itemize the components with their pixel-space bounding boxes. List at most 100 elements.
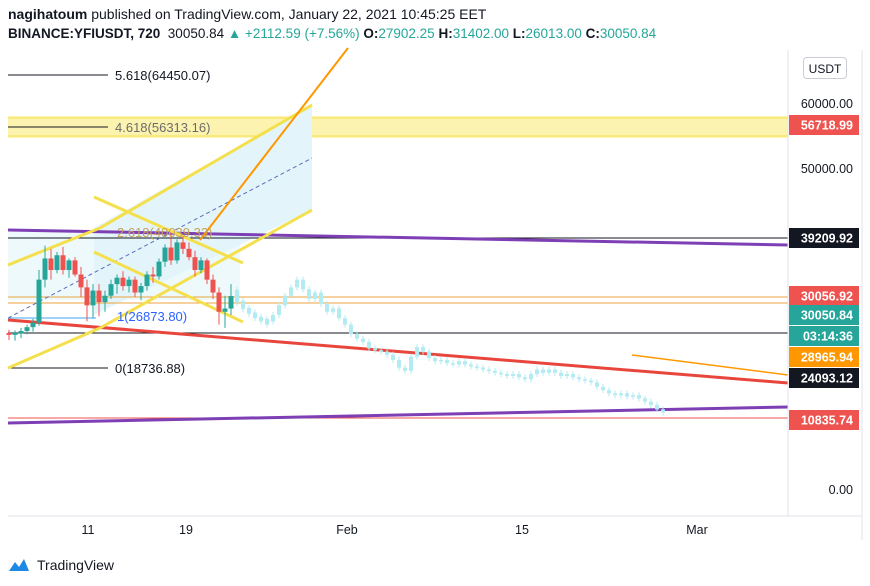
projected-candle <box>241 297 245 313</box>
projected-candle-body <box>619 393 623 396</box>
projected-candle <box>271 311 275 325</box>
projected-candle <box>319 289 323 308</box>
candle[interactable] <box>60 246 66 275</box>
projected-candle-body <box>235 289 239 303</box>
candle[interactable] <box>168 232 174 265</box>
author-name[interactable]: nagihatoum <box>8 6 88 22</box>
candle-body <box>120 277 126 287</box>
projected-candle <box>631 392 635 400</box>
candle[interactable] <box>48 248 54 280</box>
candle[interactable] <box>138 282 144 301</box>
footer-brand[interactable]: TradingView <box>8 554 114 576</box>
projected-candle-body <box>319 292 323 305</box>
candle[interactable] <box>174 239 180 264</box>
candle[interactable] <box>180 235 186 254</box>
projected-candle <box>355 331 359 342</box>
candle[interactable] <box>36 270 42 326</box>
candle-body <box>222 308 228 312</box>
high-value: 31402.00 <box>452 26 510 41</box>
projected-candle <box>529 371 533 383</box>
candle[interactable] <box>222 295 228 328</box>
candle[interactable] <box>24 324 30 335</box>
candle[interactable] <box>102 290 108 312</box>
projected-candle <box>325 301 329 315</box>
price-tick-0: 0.00 <box>829 483 853 497</box>
candle[interactable] <box>204 258 210 285</box>
candle[interactable] <box>216 287 222 325</box>
candle[interactable] <box>210 274 216 299</box>
projected-candle <box>301 276 305 293</box>
projected-candle-body <box>505 374 509 376</box>
candle[interactable] <box>54 252 60 274</box>
candle[interactable] <box>144 271 150 291</box>
candle[interactable] <box>120 271 126 291</box>
currency-button[interactable]: USDT <box>803 57 847 79</box>
candle-body <box>72 260 78 275</box>
last-price: 30050.84 <box>167 26 225 41</box>
projection-candles <box>235 276 665 416</box>
projected-candle-body <box>571 374 575 378</box>
candle[interactable] <box>66 258 72 278</box>
candle-body <box>78 274 84 288</box>
projected-candle <box>403 364 407 374</box>
candle[interactable] <box>90 284 96 319</box>
projected-candle-body <box>445 359 449 364</box>
time-tick-19: 19 <box>179 523 193 537</box>
ohlc-line: BINANCE:YFIUSDT, 720 30050.84 ▲ +2112.59… <box>8 24 868 44</box>
projected-candle <box>655 401 659 413</box>
candle[interactable] <box>192 250 198 277</box>
candle[interactable] <box>228 284 234 315</box>
time-tick-15: 15 <box>515 523 529 537</box>
candle[interactable] <box>78 266 84 297</box>
candle[interactable] <box>72 257 78 277</box>
projected-candle-body <box>439 359 443 362</box>
candles-layer[interactable] <box>6 232 234 341</box>
candle-body <box>30 322 36 328</box>
candle[interactable] <box>156 258 162 280</box>
projected-candle <box>361 335 365 345</box>
price-label-text: 30056.92 <box>801 290 853 304</box>
time-axis[interactable]: 11 19 Feb 15 Mar <box>82 523 708 537</box>
candle-body <box>54 255 60 271</box>
projected-candle <box>415 344 419 360</box>
projected-candle-body <box>565 374 569 376</box>
candle[interactable] <box>30 318 36 332</box>
price-label-bg <box>789 368 859 388</box>
candle[interactable] <box>18 327 24 339</box>
projected-candle <box>349 321 353 338</box>
projected-candle <box>385 348 389 358</box>
projected-candle <box>571 371 575 381</box>
candle[interactable] <box>186 242 192 261</box>
candle[interactable] <box>42 245 48 288</box>
projected-candle <box>517 371 521 381</box>
projected-candle <box>481 364 485 373</box>
candle[interactable] <box>6 329 12 341</box>
candle[interactable] <box>114 274 120 294</box>
candle[interactable] <box>108 279 114 299</box>
projected-candle <box>565 371 569 379</box>
projected-candle <box>619 390 623 399</box>
projected-candle-body <box>631 395 635 397</box>
candle[interactable] <box>132 276 138 297</box>
candle[interactable] <box>84 279 90 322</box>
open-label: O: <box>363 26 379 41</box>
projected-candle-body <box>295 279 299 288</box>
candle[interactable] <box>12 330 18 341</box>
price-axis[interactable]: 60000.00 50000.00 0.00 <box>801 97 853 497</box>
candle-body <box>210 279 216 293</box>
candle[interactable] <box>96 284 102 317</box>
projected-candle-body <box>325 304 329 312</box>
projected-candle <box>439 356 443 365</box>
projected-candle-body <box>493 370 497 373</box>
candle[interactable] <box>150 266 156 283</box>
projected-candle <box>313 289 317 302</box>
candle[interactable] <box>198 257 204 274</box>
price-label: 03:14:36 <box>789 326 859 346</box>
projected-candle-body <box>289 287 293 296</box>
candle-body <box>180 242 186 249</box>
candle[interactable] <box>162 244 168 267</box>
candle[interactable] <box>126 276 132 293</box>
price-label-bg <box>789 228 859 248</box>
projected-candle-body <box>583 379 587 381</box>
